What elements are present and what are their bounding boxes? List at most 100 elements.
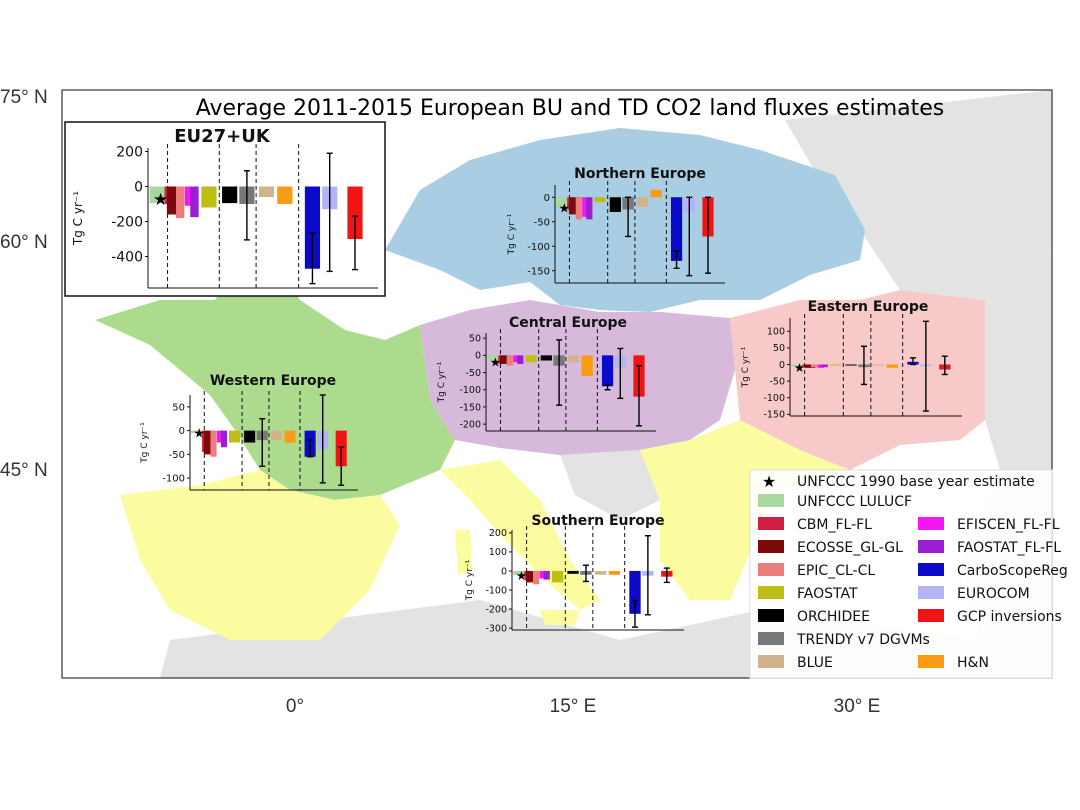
bar-blue xyxy=(872,364,885,366)
bar-blue xyxy=(636,197,649,208)
lat-label-45: 45° N xyxy=(0,460,48,481)
bar-ecosse-gl-gl xyxy=(203,430,215,455)
bar-epic-cl-cl xyxy=(810,364,818,368)
y-tick-label: 0 xyxy=(475,351,481,362)
legend-swatch xyxy=(758,563,784,576)
y-tick-label: -200 xyxy=(459,419,481,430)
chart-title: Northern Europe xyxy=(574,166,706,182)
bar-carboscopereg xyxy=(670,197,683,261)
chart-title: Southern Europe xyxy=(531,513,664,529)
unfccc-1990-star: ★ xyxy=(193,427,205,442)
y-tick-label: -300 xyxy=(485,623,507,634)
region-charts: EU27+UK 200 0 -200 -400 Tg C yr⁻¹ ★ Northern Eu… xyxy=(64,121,962,634)
bar-epic-cl-cl xyxy=(532,570,540,585)
bar-orchidee xyxy=(244,430,256,443)
y-tick-label: -150 xyxy=(459,402,481,413)
legend-swatch xyxy=(918,563,944,576)
bar-efiscen-fl-fl xyxy=(184,186,194,206)
y-tick-label: 50 xyxy=(469,333,481,344)
y-tick-label: -400 xyxy=(111,249,143,265)
region-southern-europe-balkans xyxy=(640,420,850,600)
bar-unfccc-lulucf xyxy=(191,430,203,433)
bar-orchidee xyxy=(609,197,621,212)
bar-unfccc-lulucf xyxy=(791,364,803,367)
bar-epic-cl-cl xyxy=(176,186,185,218)
legend-label: ORCHIDEE xyxy=(797,609,870,625)
unfccc-1990-star: ★ xyxy=(153,190,168,210)
legend-box xyxy=(749,469,1053,679)
chart-eastern-europe: Eastern Europe 100 50 0 -50 -100 -150 Tg C yr⁻¹… xyxy=(741,299,962,421)
bar-faostat xyxy=(201,186,217,208)
y-tick-label: -200 xyxy=(111,214,143,230)
legend-swatch xyxy=(918,609,944,622)
legend-swatch xyxy=(758,494,784,507)
unfccc-1990-star: ★ xyxy=(559,202,571,217)
bar-faostat-fl-fl xyxy=(821,364,828,368)
legend-label: EUROCOM xyxy=(957,586,1030,602)
y-tick-label: -150 xyxy=(763,410,785,421)
y-tick-label: 50 xyxy=(773,343,785,354)
y-tick-label: 0 xyxy=(134,179,143,195)
legend-label: EPIC_CL-CL xyxy=(797,563,875,579)
bar-carboscopereg xyxy=(629,570,641,614)
bar-efiscen-fl-fl xyxy=(513,355,520,363)
map-title: Average 2011-2015 European BU and TD CO2… xyxy=(196,96,945,121)
bar-orchidee xyxy=(567,570,579,574)
chart-title: Western Europe xyxy=(210,373,336,389)
bar-faostat-fl-fl xyxy=(586,197,593,220)
y-axis-label: Tg C yr⁻¹ xyxy=(71,191,85,246)
chart-southern-europe: Southern Europe 200 100 0 -100 -200 -300 Tg C y… xyxy=(465,513,684,634)
chart-title: Central Europe xyxy=(509,315,627,331)
legend-swatch xyxy=(758,517,784,530)
bar-efiscen-fl-fl xyxy=(539,570,546,579)
bar-ecosse-gl-gl xyxy=(568,197,581,215)
bar-ecosse-gl-gl xyxy=(499,355,512,364)
legend-swatch xyxy=(918,586,944,599)
bar-blue xyxy=(594,570,607,575)
bar-unfccc-lulucf xyxy=(149,186,165,204)
y-axis-label: Tg C yr⁻¹ xyxy=(741,346,751,388)
legend-label: FAOSTAT_FL-FL xyxy=(957,540,1061,556)
legend-swatch xyxy=(758,632,784,645)
bar-epic-cl-cl xyxy=(575,197,582,220)
region-western-europe xyxy=(95,255,455,500)
bar-epic-cl-cl xyxy=(210,430,217,457)
y-tick-label: 100 xyxy=(489,547,507,558)
legend-swatch xyxy=(918,655,944,668)
legend-label: TRENDY v7 DGVMs xyxy=(796,632,930,648)
legend-label: CBM_FL-FL xyxy=(797,517,872,533)
bar-orchidee xyxy=(845,364,857,366)
legend-label: CarboScopeReg xyxy=(957,563,1068,579)
legend-swatch xyxy=(758,540,784,553)
bar-faostat xyxy=(829,364,842,366)
chart-title: EU27+UK xyxy=(174,126,271,147)
chart-eu27-uk: EU27+UK 200 0 -200 -400 Tg C yr⁻¹ ★ xyxy=(64,121,386,297)
y-tick-label: -150 xyxy=(527,266,550,277)
bar-faostat-fl-fl xyxy=(220,430,227,448)
region-central-europe xyxy=(420,300,735,455)
legend-swatch xyxy=(918,540,944,553)
unfccc-1990-star: ★ xyxy=(490,355,501,370)
bar-h-n xyxy=(277,186,293,204)
bar-h-n xyxy=(608,570,621,575)
bar-blue xyxy=(567,355,580,363)
legend-label: GCP inversions xyxy=(957,609,1062,625)
y-tick-label: 0 xyxy=(544,193,550,204)
bar-efiscen-fl-fl xyxy=(216,430,223,443)
legend-label: BLUE xyxy=(797,655,833,671)
y-tick-label: 200 xyxy=(489,528,507,539)
region-southern-europe-islands xyxy=(455,530,940,645)
lat-label-75: 75° N xyxy=(0,87,48,108)
chart-central-europe: Central Europe 50 0 -50 -100 -150 -200 Tg C yr⁻… xyxy=(437,315,656,432)
legend-swatch xyxy=(918,517,944,530)
lat-label-60: 60° N xyxy=(0,232,48,253)
legend-star-marker: ★ xyxy=(762,472,776,491)
bar-epic-cl-cl xyxy=(506,355,513,366)
bar-faostat xyxy=(551,570,564,583)
y-tick-label: -50 xyxy=(769,376,785,387)
legend-star-label: UNFCCC 1990 base year estimate xyxy=(797,474,1035,490)
bar-faostat-fl-fl xyxy=(517,355,524,364)
region-northern-europe xyxy=(385,128,865,312)
legend-label: H&N xyxy=(957,655,989,671)
